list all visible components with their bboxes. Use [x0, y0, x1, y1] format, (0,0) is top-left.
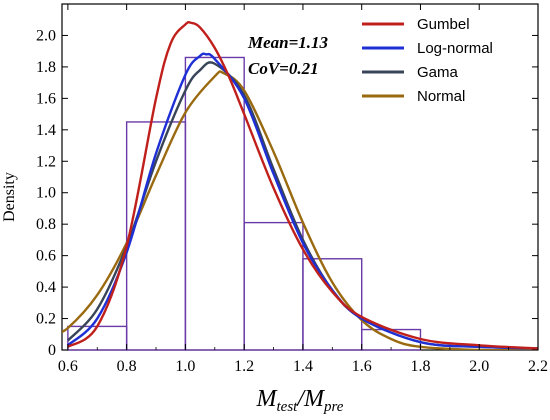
annotation-mean: Mean=1.13	[247, 33, 329, 52]
y-tick-label: 2.0	[36, 27, 56, 44]
x-tick-label: 1.4	[293, 358, 313, 375]
y-tick-label: 1.6	[36, 90, 56, 107]
y-tick-label: 1.0	[36, 185, 56, 202]
y-tick-label: 1.2	[36, 153, 56, 170]
y-axis-title: Density	[1, 172, 18, 222]
y-tick-label: 0.8	[36, 216, 56, 233]
legend-label-log-normal: Log-normal	[417, 40, 493, 57]
histogram-bar	[302, 258, 363, 351]
y-tick-labels: 0 0.2 0.4 0.6 0.8 1.0 1.2 1.4 1.6 1.8 2.0	[36, 27, 56, 359]
x-axis-title: Mtest/Mpre	[256, 386, 344, 415]
x-tick-label: 1.2	[234, 358, 254, 375]
x-tick-label: 1.8	[410, 358, 430, 375]
annotation-cov: CoV=0.21	[248, 59, 319, 78]
y-tick-label: 0.2	[36, 311, 56, 328]
legend-label-gumbel: Gumbel	[417, 16, 470, 33]
y-tick-label: 0.6	[36, 248, 56, 265]
x-tick-label: 2.2	[528, 358, 548, 375]
y-tick-label: 0.4	[36, 279, 56, 296]
x-tick-label: 0.8	[117, 358, 137, 375]
x-axis-title-sep: /M	[295, 386, 326, 412]
y-tick-label: 1.8	[36, 59, 56, 76]
y-tick-label: 0	[48, 342, 56, 359]
x-axis-title-sub1: test	[277, 399, 299, 415]
x-axis-title-sub2: pre	[323, 399, 344, 415]
series-line-normal	[62, 70, 538, 350]
x-tick-label: 1.0	[175, 358, 195, 375]
x-tick-label: 0.6	[58, 358, 78, 375]
series-line-log-normal	[67, 52, 538, 350]
legend: Gumbel Log-normal Gama Normal	[362, 16, 493, 105]
density-curves	[62, 20, 538, 350]
histogram-bar	[243, 221, 304, 351]
legend-label-gama: Gama	[417, 64, 459, 81]
histogram-bars	[67, 56, 422, 351]
y-tick-label: 1.4	[36, 122, 56, 139]
axis-ticks	[62, 4, 539, 351]
x-tick-label: 2.0	[469, 358, 489, 375]
x-tick-label: 1.6	[352, 358, 372, 375]
legend-label-normal: Normal	[417, 88, 465, 105]
series-line-gumbel	[67, 20, 538, 350]
x-axis-title-main: M	[256, 386, 279, 412]
x-tick-labels: 0.6 0.8 1.0 1.2 1.4 1.6 1.8 2.0 2.2	[58, 358, 548, 375]
